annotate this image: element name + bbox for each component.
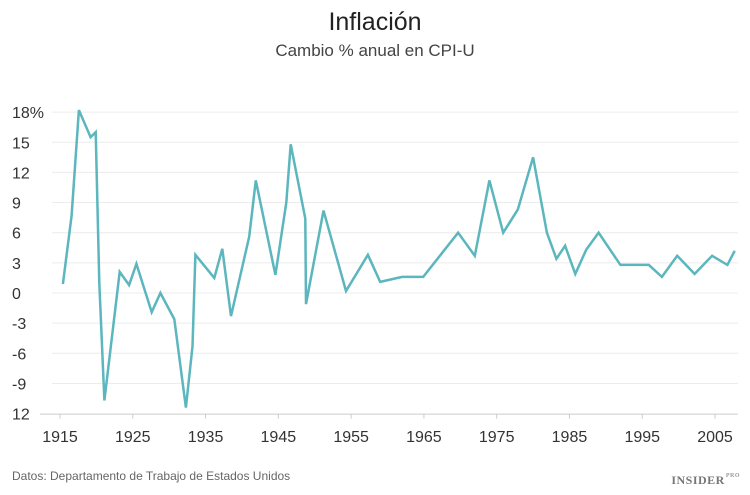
y-tick-label: 6 xyxy=(12,226,21,243)
x-tick-label: 2005 xyxy=(697,429,733,446)
x-tick-label: 1925 xyxy=(115,429,151,446)
y-tick-label: 3 xyxy=(12,256,21,273)
y-tick-label: -9 xyxy=(12,376,26,393)
x-tick-label: 1965 xyxy=(406,429,442,446)
source-note: Datos: Departamento de Trabajo de Estado… xyxy=(12,469,291,483)
y-tick-label: 15 xyxy=(12,135,30,152)
x-tick-label: 1985 xyxy=(552,429,588,446)
chart-subtitle: Cambio % anual en CPI-U xyxy=(275,41,475,60)
y-tick-label: -6 xyxy=(12,346,26,363)
x-tick-label: 1945 xyxy=(261,429,297,446)
y-tick-label: 12 xyxy=(12,165,30,182)
inflation-series-line xyxy=(61,109,736,408)
y-tick-label: 18% xyxy=(12,105,44,122)
y-tick-label: 0 xyxy=(12,286,21,303)
x-tick-label: 1955 xyxy=(333,429,369,446)
insider-pro-logo: INSIDERPRO xyxy=(671,473,740,487)
y-tick-label: 12 xyxy=(12,407,30,424)
y-tick-label: 9 xyxy=(12,196,21,213)
y-tick-label: -3 xyxy=(12,316,26,333)
x-tick-label: 1935 xyxy=(188,429,224,446)
chart-title: Inflación xyxy=(328,8,422,36)
x-tick-label: 1995 xyxy=(624,429,660,446)
x-tick-label: 1975 xyxy=(479,429,515,446)
x-tick-label: 1915 xyxy=(42,429,78,446)
